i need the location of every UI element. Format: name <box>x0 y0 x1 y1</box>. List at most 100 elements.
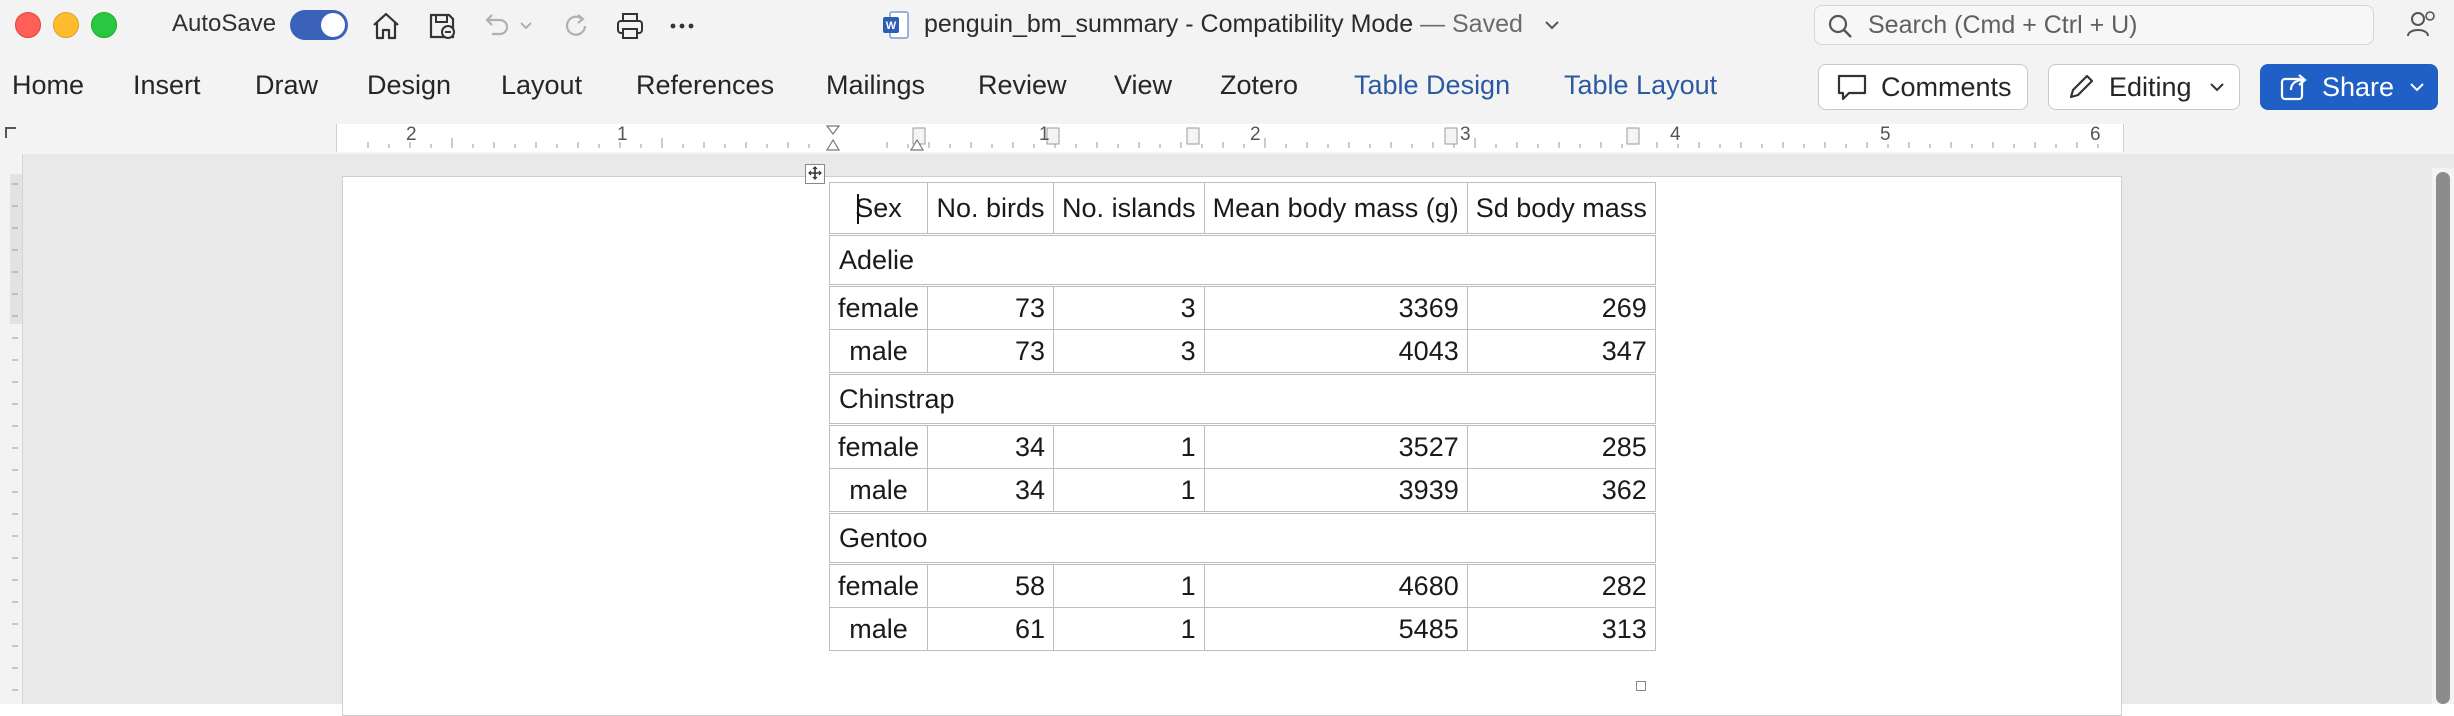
header-cell-no-birds[interactable]: No. birds <box>927 182 1055 235</box>
group-row-gentoo: Gentoo <box>829 511 1656 564</box>
tab-layout[interactable]: Layout <box>501 70 583 100</box>
cell-no-birds[interactable]: 34 <box>927 423 1055 469</box>
cell-no-islands[interactable]: 1 <box>1053 562 1205 608</box>
undo-dropdown-chevron-icon[interactable] <box>514 6 538 46</box>
search-box[interactable] <box>1814 5 2374 45</box>
word-document-icon: W <box>882 10 910 40</box>
table-header-row: Sex No. birds No. islands Mean body mass… <box>828 182 1656 235</box>
comments-label: Comments <box>1881 71 2012 102</box>
redo-icon[interactable] <box>556 6 596 46</box>
search-input[interactable]: Search (Cmd + Ctrl + U) <box>1868 11 2138 39</box>
cell-sex[interactable]: female <box>828 284 929 330</box>
tab-design[interactable]: Design <box>367 70 452 100</box>
cell-no-birds[interactable]: 61 <box>927 607 1055 651</box>
table-move-handle[interactable] <box>805 164 825 184</box>
share-label: Share <box>2322 71 2395 102</box>
cell-mean-body-mass[interactable]: 3527 <box>1203 423 1468 469</box>
comments-button[interactable]: Comments <box>1818 64 2028 110</box>
penguin-summary-table[interactable]: Sex No. birds No. islands Mean body mass… <box>828 182 1656 651</box>
cell-sd-body-mass[interactable]: 269 <box>1466 284 1656 330</box>
cell-no-islands[interactable]: 1 <box>1053 607 1205 651</box>
share-button[interactable]: Share <box>2260 64 2438 110</box>
cell-sd-body-mass[interactable]: 285 <box>1466 423 1656 469</box>
tab-draw[interactable]: Draw <box>255 70 319 100</box>
tab-table-layout[interactable]: Table Layout <box>1564 70 1718 100</box>
autosave-label: AutoSave <box>172 10 277 37</box>
minimize-window-button[interactable] <box>53 12 79 38</box>
cell-no-birds[interactable]: 58 <box>927 562 1055 608</box>
ruler-tab-selector-icon[interactable] <box>4 126 18 145</box>
tab-references[interactable]: References <box>636 70 775 100</box>
close-window-button[interactable] <box>15 12 41 38</box>
tab-zotero[interactable]: Zotero <box>1220 70 1299 100</box>
tab-review[interactable]: Review <box>978 70 1067 100</box>
print-icon[interactable] <box>610 6 650 46</box>
cell-sex[interactable]: male <box>828 468 929 513</box>
home-icon[interactable] <box>366 6 406 46</box>
ruler-number: 6 <box>2090 124 2101 145</box>
editing-label: Editing <box>2109 71 2192 102</box>
pencil-icon <box>2069 74 2094 99</box>
account-icon[interactable] <box>2404 8 2438 47</box>
cell-sex[interactable]: male <box>828 607 929 651</box>
table-resize-handle[interactable] <box>1636 681 1646 691</box>
text-cursor <box>857 194 859 224</box>
ruler-number: 2 <box>1250 124 1261 145</box>
tab-mailings[interactable]: Mailings <box>826 70 926 100</box>
group-row-adelie: Adelie <box>829 233 1656 286</box>
editing-mode-button[interactable]: Editing <box>2048 64 2240 110</box>
cell-sd-body-mass[interactable]: 313 <box>1466 607 1656 651</box>
header-cell-sd-body-mass[interactable]: Sd body mass <box>1466 182 1656 235</box>
header-cell-no-islands[interactable]: No. islands <box>1053 182 1205 235</box>
cell-sd-body-mass[interactable]: 362 <box>1466 468 1656 513</box>
ruler-number: 2 <box>406 124 417 145</box>
ruler-number: 1 <box>617 124 628 145</box>
cell-sd-body-mass[interactable]: 347 <box>1466 329 1656 374</box>
vertical-ruler[interactable] <box>0 154 23 704</box>
group-label[interactable]: Adelie <box>829 233 1656 286</box>
cell-mean-body-mass[interactable]: 5485 <box>1203 607 1468 651</box>
chevron-down-icon <box>2209 83 2224 92</box>
ribbon <box>0 52 2454 124</box>
undo-icon[interactable] <box>476 6 516 46</box>
cell-no-birds[interactable]: 73 <box>927 284 1055 330</box>
cell-mean-body-mass[interactable]: 4043 <box>1203 329 1468 374</box>
table-row: male 61 1 5485 313 <box>828 607 1656 651</box>
cell-no-islands[interactable]: 3 <box>1053 329 1205 374</box>
cell-mean-body-mass[interactable]: 3939 <box>1203 468 1468 513</box>
autosave-toggle[interactable] <box>290 10 348 40</box>
more-options-icon[interactable] <box>662 6 702 46</box>
table-row: male 73 3 4043 347 <box>828 329 1656 374</box>
tab-table-design[interactable]: Table Design <box>1354 70 1511 100</box>
cell-no-islands[interactable]: 1 <box>1053 423 1205 469</box>
tab-insert[interactable]: Insert <box>133 70 201 100</box>
zoom-window-button[interactable] <box>91 12 117 38</box>
cell-sex[interactable]: male <box>828 329 929 374</box>
cell-no-birds[interactable]: 34 <box>927 468 1055 513</box>
tab-view[interactable]: View <box>1114 70 1173 100</box>
tab-home[interactable]: Home <box>12 70 85 100</box>
group-label[interactable]: Gentoo <box>829 511 1656 564</box>
cell-mean-body-mass[interactable]: 4680 <box>1203 562 1468 608</box>
ruler-number: 3 <box>1460 124 1471 145</box>
cell-no-birds[interactable]: 73 <box>927 329 1055 374</box>
group-label[interactable]: Chinstrap <box>829 372 1656 425</box>
header-cell-sex[interactable]: Sex <box>828 182 929 235</box>
cell-sex[interactable]: female <box>828 423 929 469</box>
cell-mean-body-mass[interactable]: 3369 <box>1203 284 1468 330</box>
save-icon[interactable] <box>422 6 462 46</box>
cell-no-islands[interactable]: 1 <box>1053 468 1205 513</box>
title-chevron-down-icon[interactable] <box>1544 18 1560 36</box>
horizontal-ruler[interactable] <box>336 124 2124 152</box>
document-title[interactable]: penguin_bm_summary - Compatibility Mode … <box>924 10 1523 38</box>
ruler-number: 1 <box>1039 124 1050 145</box>
ruler-number: 4 <box>1670 124 1681 145</box>
svg-text:W: W <box>886 20 897 32</box>
cell-no-islands[interactable]: 3 <box>1053 284 1205 330</box>
scrollbar-thumb[interactable] <box>2436 172 2450 704</box>
cell-sd-body-mass[interactable]: 282 <box>1466 562 1656 608</box>
cell-sex[interactable]: female <box>828 562 929 608</box>
header-cell-mean-body-mass[interactable]: Mean body mass (g) <box>1203 182 1468 235</box>
share-icon <box>2280 74 2307 101</box>
chevron-down-icon <box>2410 83 2424 92</box>
